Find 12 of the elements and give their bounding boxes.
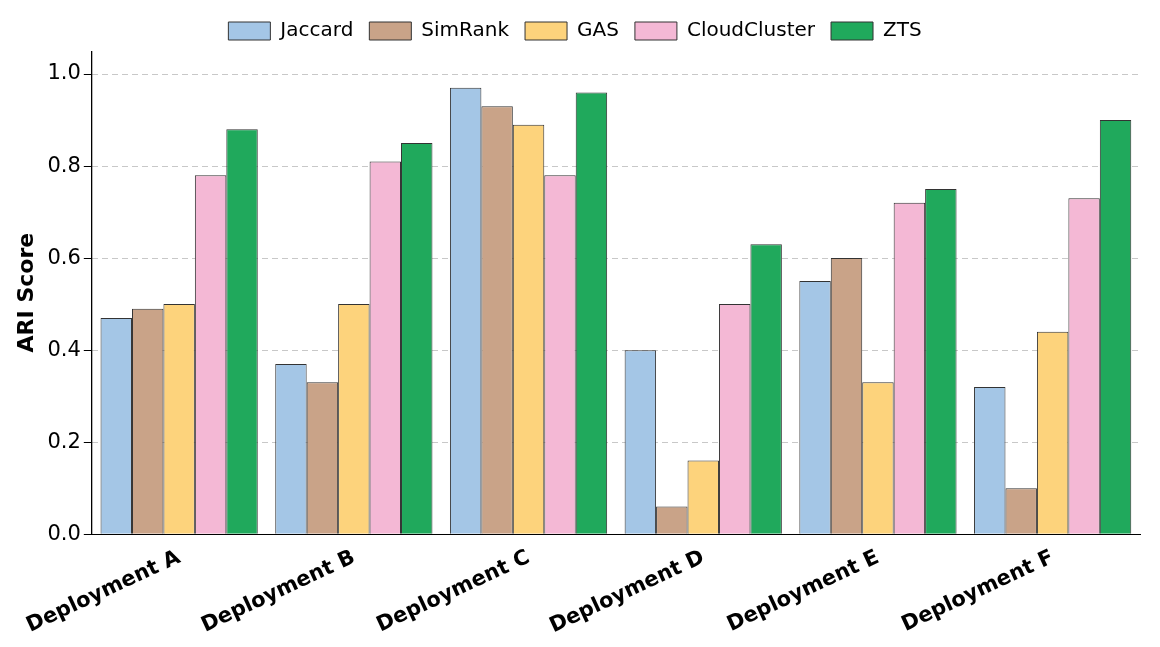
legend-label: SimRank (421, 17, 510, 42)
y-tick-label: 0.2 (47, 428, 81, 453)
y-tick-label: 0.6 (47, 244, 81, 269)
legend-label: GAS (577, 17, 619, 42)
legend-label: Jaccard (278, 17, 354, 42)
y-tick-label: 0.4 (47, 336, 81, 361)
legend-label: ZTS (883, 17, 922, 42)
y-tick-label: 1.0 (47, 60, 81, 85)
y-tick-label: 0.8 (47, 152, 81, 177)
legend-label: CloudCluster (686, 17, 816, 42)
y-axis-title: ARI Score (12, 232, 38, 353)
y-tick-label: 0.0 (47, 520, 81, 545)
